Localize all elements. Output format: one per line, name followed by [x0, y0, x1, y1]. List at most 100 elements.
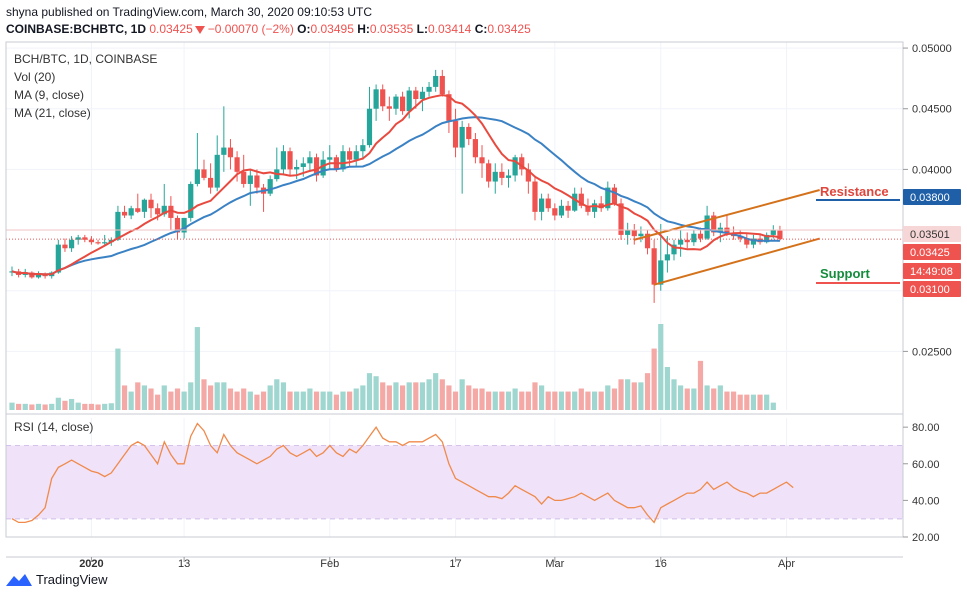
volume-bar — [671, 379, 677, 410]
time-tick-label: 17 — [449, 558, 461, 570]
tradingview-logo[interactable]: TradingView — [6, 572, 108, 587]
trend-channel — [6, 189, 903, 286]
candle-body — [234, 157, 240, 172]
candle-body — [267, 179, 273, 194]
ma21-line — [11, 116, 780, 276]
candle-body — [373, 89, 379, 109]
volume-bar — [611, 388, 618, 410]
volume-bar — [234, 391, 240, 410]
volume-bar — [88, 403, 95, 410]
price-change: −0.00070 (−2%) — [207, 22, 294, 36]
candle-body — [486, 163, 492, 182]
price-marker-label: 14:49:08 — [910, 266, 953, 278]
candle-body — [55, 244, 61, 273]
time-tick-label: Feb — [320, 558, 339, 570]
candle-body — [552, 208, 558, 216]
candles — [9, 69, 783, 303]
time-tick-label: 16 — [655, 558, 667, 570]
candle-body — [479, 157, 485, 164]
volume-bars — [9, 324, 776, 410]
low-value: 0.03414 — [427, 22, 472, 36]
volume-bar — [764, 394, 770, 410]
rsi-tick-label: 80.00 — [912, 422, 940, 434]
candle-body — [472, 139, 478, 158]
volume-bar — [108, 403, 114, 410]
candle-body — [366, 108, 373, 146]
volume-bar — [82, 403, 88, 410]
volume-bar — [399, 385, 406, 410]
candle-body — [558, 205, 565, 216]
high-label: H: — [357, 22, 370, 36]
high-value: 0.03535 — [369, 22, 414, 36]
volume-bar — [704, 385, 710, 410]
candle-body — [128, 208, 134, 216]
candle-body — [704, 215, 710, 239]
candle-body — [320, 159, 326, 176]
volume-bar — [29, 404, 35, 410]
candle-body — [777, 230, 783, 240]
price-marker-label: 0.03501 — [910, 229, 950, 241]
candle-body — [466, 126, 472, 140]
volume-bar — [168, 391, 174, 410]
volume-bar — [16, 403, 22, 410]
candle-body — [572, 193, 578, 211]
candle-body — [419, 91, 426, 100]
volume-bar — [174, 388, 181, 410]
candle-body — [764, 234, 770, 243]
price-marker-label: 0.03100 — [910, 284, 950, 296]
volume-bar — [380, 382, 386, 410]
candle-body — [280, 151, 287, 170]
candle-body — [360, 145, 366, 152]
candle-body — [519, 157, 525, 170]
volume-bar — [459, 379, 465, 410]
volume-bar — [121, 385, 128, 410]
volume-bar — [201, 379, 207, 410]
volume-bar — [35, 403, 42, 410]
candle-body — [638, 233, 644, 237]
volume-bar — [366, 373, 373, 410]
publisher-line: shyna published on TradingView.com, Marc… — [6, 5, 372, 19]
volume-bar — [505, 391, 512, 410]
down-arrow-icon — [194, 25, 205, 34]
support-label: Support — [820, 266, 870, 281]
candle-body — [340, 151, 346, 170]
volume-bar — [558, 391, 565, 410]
volume-bar — [227, 388, 234, 410]
candle-body — [585, 205, 591, 212]
volume-bar — [141, 385, 147, 410]
volume-bar — [625, 379, 631, 410]
candle-body — [545, 198, 551, 209]
candle-body — [141, 199, 147, 212]
volume-bar — [519, 391, 525, 410]
volume-bar — [22, 403, 28, 410]
volume-bar — [591, 391, 598, 410]
candle-body — [347, 151, 353, 160]
legend-pair: BCH/BTC, 1D, COINBASE — [14, 52, 157, 66]
close-label: C: — [474, 22, 488, 36]
rsi-tick-label: 60.00 — [912, 459, 940, 471]
candle-body — [697, 233, 704, 239]
candle-body — [426, 86, 432, 92]
candle-body — [300, 163, 306, 167]
candle-body — [499, 171, 505, 178]
price-tick-label: 0.04500 — [912, 104, 952, 116]
candle-body — [188, 183, 194, 218]
volume-bar — [68, 398, 75, 410]
symbol[interactable]: COINBASE:BCHBTC, 1D — [6, 22, 147, 36]
candle-body — [287, 151, 293, 170]
volume-bar — [644, 373, 651, 410]
volume-bar — [618, 379, 624, 410]
volume-bar — [717, 385, 723, 410]
annotations: Resistance Support — [816, 184, 900, 284]
candle-body — [598, 203, 604, 209]
volume-bar — [155, 394, 161, 410]
candle-body — [525, 169, 531, 182]
volume-bar — [651, 348, 657, 410]
candle-body — [221, 147, 227, 155]
volume-bar — [730, 391, 737, 410]
legend-vol: Vol (20) — [14, 70, 55, 84]
candle-body — [168, 205, 174, 218]
volume-bar — [62, 400, 68, 410]
candle-body — [102, 242, 108, 244]
